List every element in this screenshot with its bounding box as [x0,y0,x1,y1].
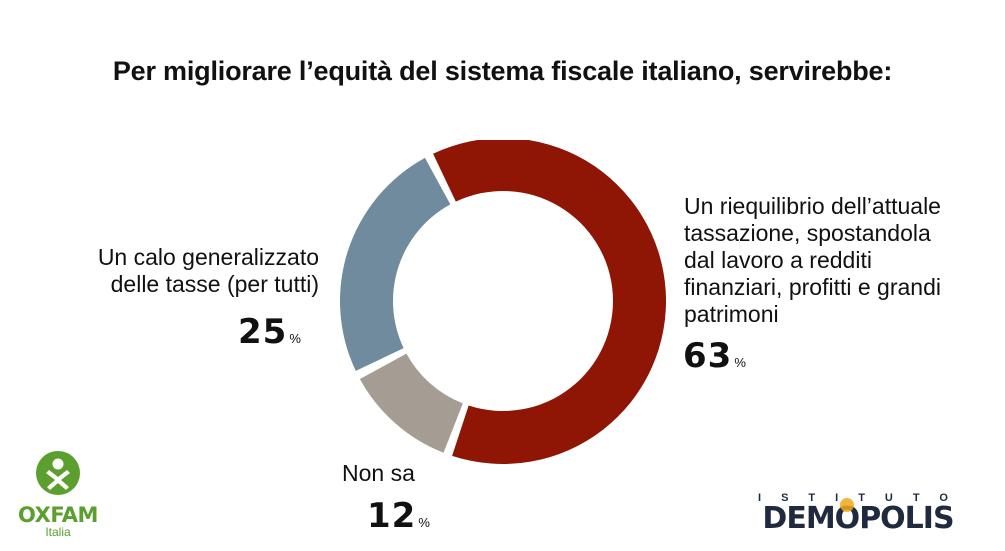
value-calo-number: 25 [238,312,288,352]
oxfam-name: OXFAM [18,503,98,527]
oxfam-subtitle: Italia [45,525,71,539]
demopolis-name: DEMOPOLIS [736,498,980,536]
label-riequilibrio: Un riequilibrio dell’attuale tassazione,… [684,193,941,328]
oxfam-symbol-icon [36,451,80,495]
demopolis-logo: ISTITUTO DEMOPOLIS [736,492,980,534]
label-riequilibrio-line2: tassazione, spostandola [684,220,931,246]
value-non-sa: 12% [367,496,430,536]
donut-slice-2 [359,353,463,453]
value-calo-pct: % [289,331,301,346]
label-non-sa-line1: Non sa [342,460,415,486]
label-riequilibrio-line1: Un riequilibrio dell’attuale [684,193,941,219]
label-riequilibrio-line4: finanziari, profitti e grandi [684,274,941,300]
value-non-sa-number: 12 [367,496,417,536]
label-riequilibrio-line5: patrimoni [684,301,779,327]
label-riequilibrio-line3: dal lavoro a redditi [684,247,872,273]
value-riequilibrio-pct: % [734,355,746,370]
value-non-sa-pct: % [418,515,430,530]
label-calo-line1: Un calo generalizzato [97,244,319,270]
donut-slice-3 [340,157,451,371]
value-riequilibrio-number: 63 [683,336,733,376]
label-non-sa: Non sa [342,460,415,487]
donut-chart [340,140,667,464]
demopolis-istituto: ISTITUTO [758,492,968,504]
demopolis-name-o: O [834,498,860,536]
label-calo-line2: delle tasse (per tutti) [110,271,319,297]
oxfam-logo: OXFAM Italia [18,450,98,539]
demopolis-name-post: POLIS [859,501,954,536]
demopolis-name-pre: DEM [762,501,835,536]
value-calo-tasse: 25% [238,312,301,352]
value-riequilibrio: 63% [683,336,746,376]
chart-title: Per migliorare l’equità del sistema fisc… [112,56,893,86]
donut-slice-1 [433,140,667,464]
label-calo-tasse: Un calo generalizzato delle tasse (per t… [98,244,319,298]
